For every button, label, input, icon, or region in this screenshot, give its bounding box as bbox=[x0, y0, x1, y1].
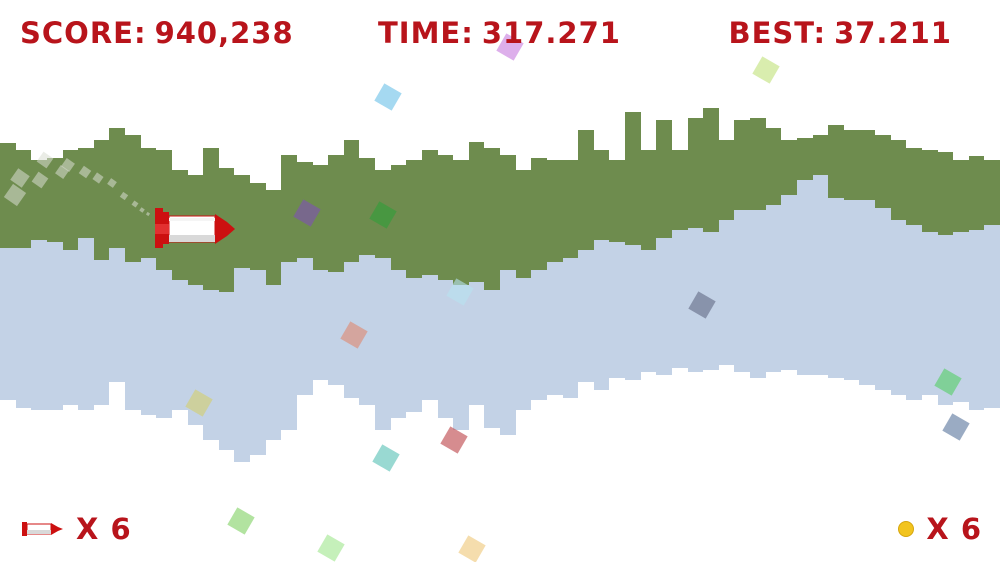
score-label: SCORE: bbox=[20, 16, 147, 50]
rocket-life-icon bbox=[22, 522, 63, 536]
smoke-puff bbox=[10, 168, 30, 188]
score-display: SCORE: 940,238 bbox=[20, 16, 294, 50]
smoke-puff bbox=[139, 207, 145, 213]
smoke-puff bbox=[131, 200, 139, 208]
front-city-skyline bbox=[0, 108, 1000, 292]
best-display: BEST: 37.211 bbox=[728, 16, 952, 50]
smoke-puff bbox=[3, 183, 27, 207]
time-display: TIME: 317.271 bbox=[378, 16, 621, 50]
particle-square bbox=[185, 389, 213, 417]
coins-count: X 6 bbox=[926, 512, 982, 546]
smoke-puff bbox=[36, 151, 54, 169]
best-value: 37.211 bbox=[834, 16, 952, 50]
smoke-puff bbox=[61, 158, 75, 172]
particle-square bbox=[942, 413, 970, 441]
particle-square bbox=[688, 291, 716, 319]
coins-counter: X 6 bbox=[898, 512, 982, 546]
smoke-puff bbox=[107, 178, 117, 188]
time-value: 317.271 bbox=[481, 16, 621, 50]
smoke-puff bbox=[78, 165, 92, 179]
smoke-puff bbox=[119, 191, 129, 201]
smoke-puff bbox=[92, 172, 104, 184]
particle-square bbox=[293, 199, 321, 227]
particle-square bbox=[227, 507, 255, 535]
rocket-smoke-trail bbox=[3, 151, 151, 217]
particle-square bbox=[372, 444, 400, 472]
particle-square bbox=[752, 56, 780, 84]
particle-square bbox=[496, 33, 524, 61]
player-rocket-icon[interactable] bbox=[155, 208, 235, 248]
floating-particles bbox=[185, 33, 970, 562]
particle-square bbox=[458, 535, 486, 562]
time-label: TIME: bbox=[378, 16, 474, 50]
particle-square bbox=[340, 321, 368, 349]
particle-square bbox=[440, 426, 468, 454]
particle-square bbox=[934, 368, 962, 396]
particle-square bbox=[446, 278, 474, 306]
smoke-puff bbox=[145, 211, 151, 217]
best-label: BEST: bbox=[728, 16, 827, 50]
lives-counter: X 6 bbox=[22, 512, 132, 546]
lives-count: X 6 bbox=[76, 512, 132, 546]
smoke-puff bbox=[31, 171, 49, 189]
particle-square bbox=[374, 83, 402, 111]
score-value: 940,238 bbox=[154, 16, 294, 50]
particle-square bbox=[369, 201, 397, 229]
particle-square bbox=[317, 534, 345, 562]
coin-icon bbox=[898, 521, 915, 537]
